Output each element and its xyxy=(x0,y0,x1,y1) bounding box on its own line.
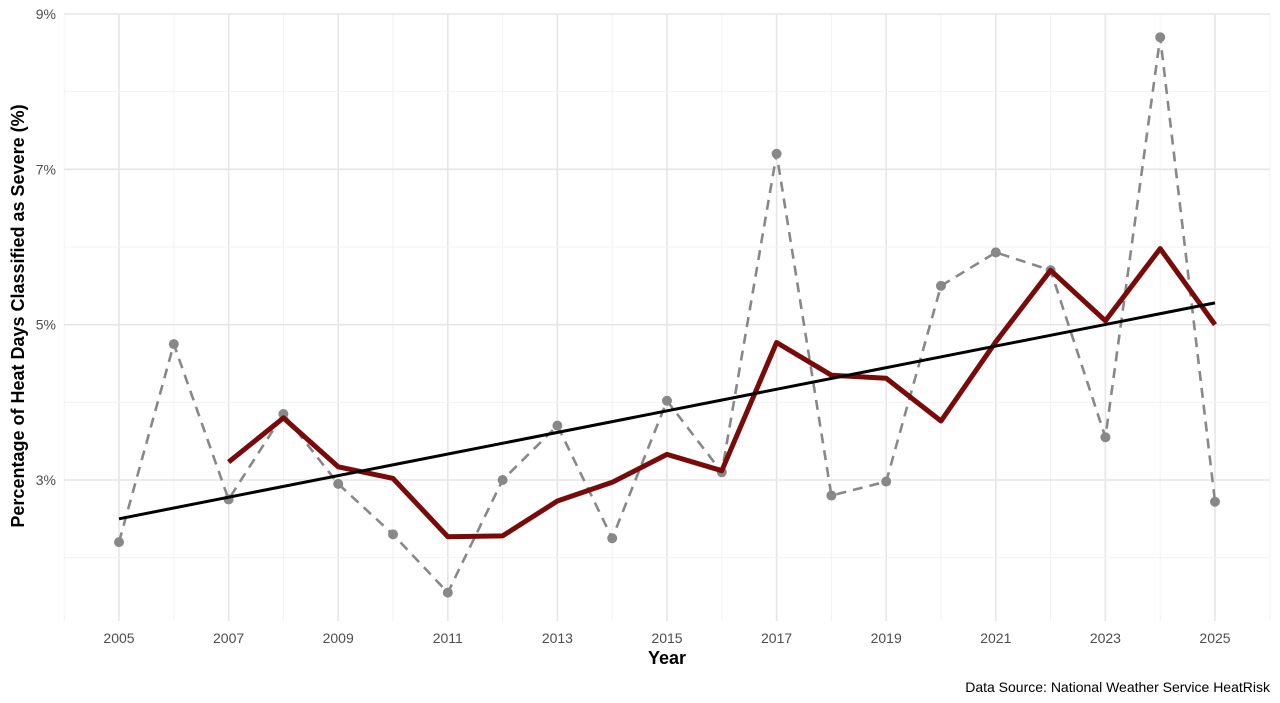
observed-data-point xyxy=(881,476,892,487)
observed-data-point xyxy=(1100,432,1111,443)
x-tick-label: 2021 xyxy=(980,630,1011,646)
y-tick-label: 7% xyxy=(36,161,56,177)
x-tick-label: 2017 xyxy=(761,630,792,646)
series-layer xyxy=(114,32,1220,598)
observed-data-point xyxy=(771,148,782,159)
observed-data-point xyxy=(552,420,563,431)
axis-labels: 2005 2007 2009 2011 2013 2015 2017 2019 2021 2023… xyxy=(36,6,1231,646)
observed-data-point xyxy=(662,395,672,406)
observed-data-point xyxy=(497,475,508,485)
observed-data-point xyxy=(168,339,179,350)
x-tick-label: 2023 xyxy=(1090,630,1121,646)
data-source-caption: Data Source: National Weather Service He… xyxy=(965,679,1271,695)
observed-data-point xyxy=(1155,32,1166,43)
observed-data-point xyxy=(114,537,124,548)
x-tick-label: 2025 xyxy=(1199,630,1230,646)
y-tick-label: 9% xyxy=(36,6,56,22)
y-tick-label: 5% xyxy=(36,317,56,333)
x-tick-label: 2005 xyxy=(103,630,134,646)
observed-data-point xyxy=(388,529,398,540)
moving-average-line xyxy=(227,246,1218,540)
x-axis-title: Year xyxy=(648,648,686,668)
x-tick-label: 2007 xyxy=(213,630,244,646)
trend-line xyxy=(118,301,1216,521)
x-tick-label: 2011 xyxy=(433,630,463,646)
x-tick-label: 2009 xyxy=(323,630,354,646)
y-tick-label: 3% xyxy=(36,472,56,488)
grid xyxy=(63,13,1271,621)
x-tick-label: 2019 xyxy=(871,630,902,646)
observed-data-point xyxy=(278,408,289,419)
observed-data-point xyxy=(936,280,946,291)
observed-data-point xyxy=(333,478,344,489)
observed-data-point xyxy=(442,587,453,598)
observed-data-point xyxy=(990,247,1001,258)
observed-data-point xyxy=(607,533,618,544)
observed-data-point xyxy=(1210,496,1220,507)
observed-data-point xyxy=(826,490,837,501)
x-tick-label: 2013 xyxy=(542,630,573,646)
y-axis-title: Percentage of Heat Days Classified as Se… xyxy=(8,104,28,527)
x-tick-label: 2015 xyxy=(651,630,682,646)
